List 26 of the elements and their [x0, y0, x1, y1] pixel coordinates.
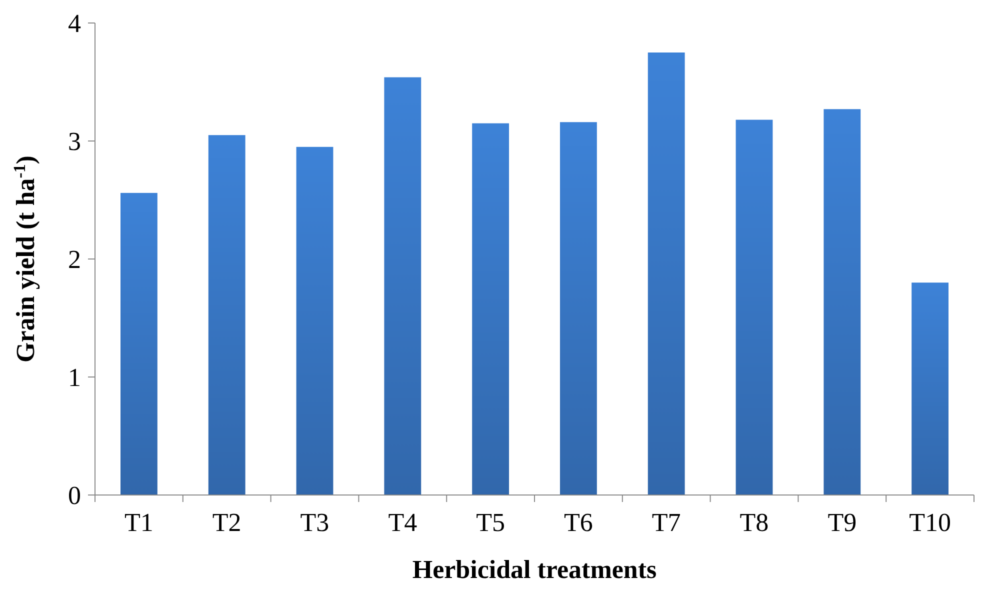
bar	[824, 109, 861, 495]
y-tick-label: 2	[68, 245, 81, 274]
y-tick-label: 3	[68, 127, 81, 156]
y-tick-label: 0	[68, 481, 81, 510]
bar	[384, 77, 422, 495]
bar	[560, 122, 597, 495]
bar	[472, 123, 510, 495]
x-tick-label: T8	[740, 508, 769, 537]
bar	[296, 146, 334, 495]
x-tick-label: T10	[909, 508, 951, 537]
x-axis-title: Herbicidal treatments	[412, 555, 657, 584]
x-tick-label: T6	[564, 508, 593, 537]
bar	[912, 282, 949, 495]
x-tick-label: T9	[828, 508, 857, 537]
x-tick-label: T1	[124, 508, 154, 537]
bar	[208, 135, 246, 495]
y-tick-label: 4	[68, 9, 81, 38]
x-tick-label: T7	[652, 508, 681, 537]
x-tick-label: T4	[388, 508, 418, 537]
y-tick-label: 1	[68, 363, 81, 392]
x-tick-label: T2	[212, 508, 242, 537]
bar	[120, 192, 158, 495]
bar	[648, 52, 685, 495]
x-tick-label: T3	[300, 508, 330, 537]
bar	[736, 120, 773, 495]
x-tick-label: T5	[476, 508, 505, 537]
